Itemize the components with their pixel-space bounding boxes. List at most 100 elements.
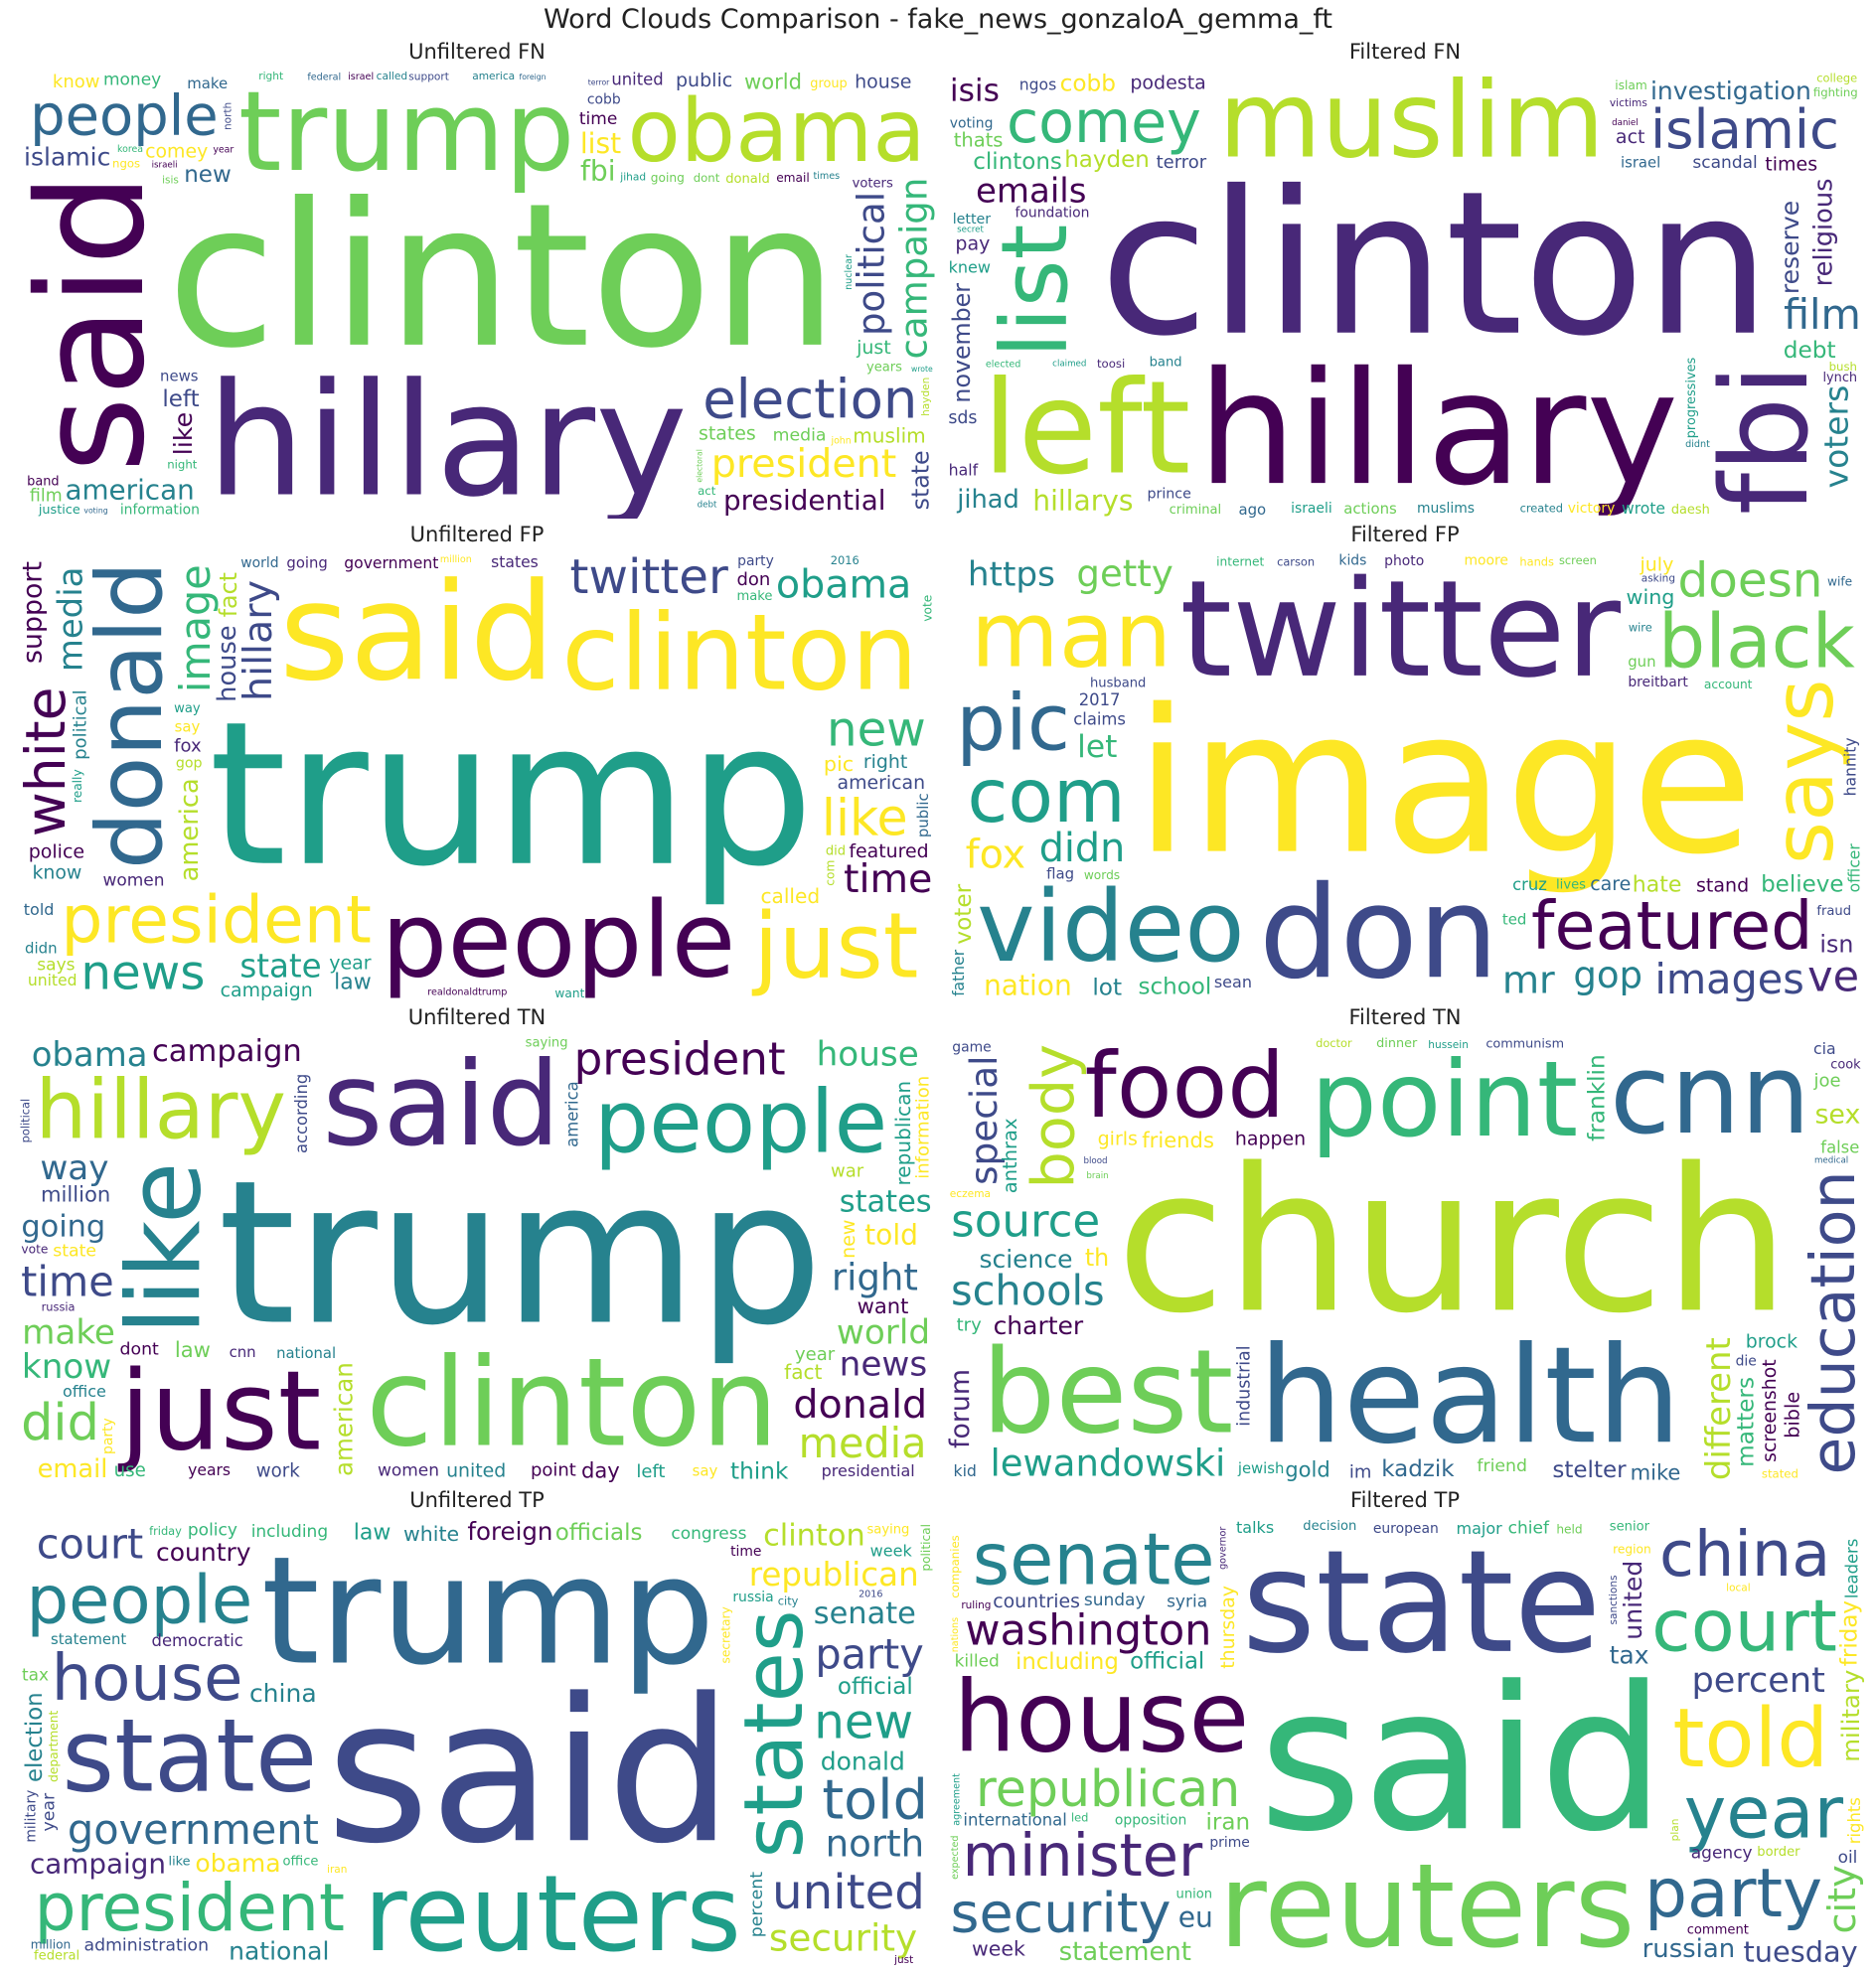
cloud-word: night <box>167 457 197 471</box>
cloud-word: united <box>611 71 663 89</box>
cloud-word: bible <box>1782 1392 1804 1439</box>
cloud-word: july <box>1639 554 1673 576</box>
cloud-word: union <box>1176 1888 1213 1902</box>
cloud-word: people <box>382 879 736 1001</box>
cloud-word: israel <box>1621 155 1660 172</box>
cloud-word: law <box>334 971 372 995</box>
cloud-word: israeli <box>1291 501 1332 517</box>
cloud-word: voters <box>1816 385 1855 489</box>
cloud-word: half <box>949 460 979 479</box>
cloud-word: dinner <box>1376 1036 1418 1051</box>
cloud-word: hillary <box>35 1063 285 1157</box>
cloud-word: year <box>40 1792 60 1831</box>
cloud-word: featured <box>1531 887 1813 965</box>
cloud-word: new <box>827 701 926 757</box>
cloud-word: foundation <box>1016 206 1090 222</box>
cloud-word: united <box>1619 1561 1647 1640</box>
cloud-word: region <box>1613 1542 1651 1556</box>
cloud-word: cobb <box>1060 71 1116 97</box>
cloud-word: city <box>778 1594 799 1608</box>
cloud-word: gop <box>1573 954 1642 996</box>
cloud-word: band <box>27 475 59 490</box>
cloud-word: people <box>30 83 218 148</box>
cloud-word: islamic <box>24 142 110 171</box>
cloud-word: pay <box>955 233 990 255</box>
cloud-word: new <box>838 1220 860 1259</box>
cloud-word: toosi <box>1097 357 1125 371</box>
cloud-word: twitter <box>1179 552 1621 707</box>
cloud-word: hussein <box>1428 1039 1469 1051</box>
cloud-word: government <box>344 554 438 572</box>
cloud-word: political <box>919 1524 933 1572</box>
cloud-word: dont <box>694 171 720 185</box>
cloud-word: time <box>579 109 617 129</box>
cloud-word: isis <box>162 174 179 186</box>
cloud-word: hillary <box>207 351 688 520</box>
cloud-word: said <box>18 173 177 473</box>
cloud-word: oil <box>1838 1847 1858 1867</box>
cloud-word: year <box>1684 1771 1844 1855</box>
cloud-word: state <box>62 1698 317 1815</box>
cloud-word: governor <box>1218 1527 1229 1570</box>
cloud-word: department <box>47 1711 61 1782</box>
cloud-word: doctor <box>1316 1036 1352 1050</box>
cloud-word: fox <box>174 736 202 757</box>
cloud-word: words <box>1084 868 1120 882</box>
cloud-word: secretary <box>719 1606 733 1663</box>
cloud-word: officer <box>1846 843 1864 893</box>
cloud-word: led <box>1071 1810 1088 1824</box>
cloud-word: blood <box>1083 1156 1107 1166</box>
cloud-word: donald <box>793 1382 927 1428</box>
cloud-word: moore <box>1464 553 1507 569</box>
cloud-word: wire <box>1629 621 1652 635</box>
cloud-word: public <box>676 70 732 91</box>
cloud-word: house <box>213 625 242 701</box>
cloud-word: time <box>21 1258 114 1305</box>
cloud-word: work <box>256 1460 300 1481</box>
cloud-word: brock <box>1746 1331 1798 1353</box>
cloud-word: foreign <box>519 73 546 81</box>
cloud-word: criminal <box>1170 503 1222 518</box>
cloud-word: china <box>249 1679 317 1708</box>
cloud-word: isis <box>950 74 1000 109</box>
cloud-word: ago <box>1238 501 1266 519</box>
cloud-word: anthrax <box>999 1118 1021 1193</box>
cloud-word: carson <box>1277 555 1315 569</box>
wordcloud-panel: Unfiltered FN clinton hillary trump said obam… <box>12 40 942 525</box>
cloud-word: com <box>967 753 1125 839</box>
cloud-word: fbi <box>1696 364 1835 515</box>
cloud-word: like <box>105 1162 223 1335</box>
cloud-word: president <box>711 441 897 487</box>
cloud-word: fact <box>784 1360 822 1384</box>
cloud-word: try <box>957 1315 982 1336</box>
cloud-word: don <box>1259 859 1498 1001</box>
cloud-word: right <box>258 71 283 82</box>
cloud-word: make <box>737 589 773 604</box>
cloud-word: kadzik <box>1381 1456 1455 1482</box>
cloud-word: government <box>68 1805 319 1854</box>
cloud-word: information <box>912 1076 933 1179</box>
cloud-word: america <box>563 1081 582 1146</box>
cloud-word: pic <box>956 678 1070 769</box>
cloud-word: military <box>1836 1670 1864 1762</box>
cloud-word: foreign <box>467 1518 552 1546</box>
cloud-word: campaign <box>893 178 936 360</box>
cloud-word: information <box>120 502 200 518</box>
panel-title: Unfiltered TN <box>407 1005 547 1029</box>
cloud-word: say <box>693 1462 718 1480</box>
cloud-word: news <box>80 945 205 1000</box>
cloud-word: clinton <box>763 1519 865 1554</box>
cloud-word: islamic <box>1650 98 1839 161</box>
cloud-word: million <box>41 1181 110 1206</box>
cloud-word: going <box>651 171 685 185</box>
cloud-word: gop <box>176 755 203 771</box>
cloud-word: letter <box>953 212 992 228</box>
wordcloud-panel: Filtered FP image twitter don featured video b… <box>940 523 1870 1007</box>
cloud-word: photo <box>1384 553 1424 569</box>
cloud-word: money <box>103 70 161 89</box>
cloud-word: brain <box>1086 1171 1108 1181</box>
cloud-word: rights <box>1845 1797 1864 1844</box>
cloud-word: wrote <box>911 365 933 374</box>
cloud-word: leaders <box>1842 1539 1861 1598</box>
